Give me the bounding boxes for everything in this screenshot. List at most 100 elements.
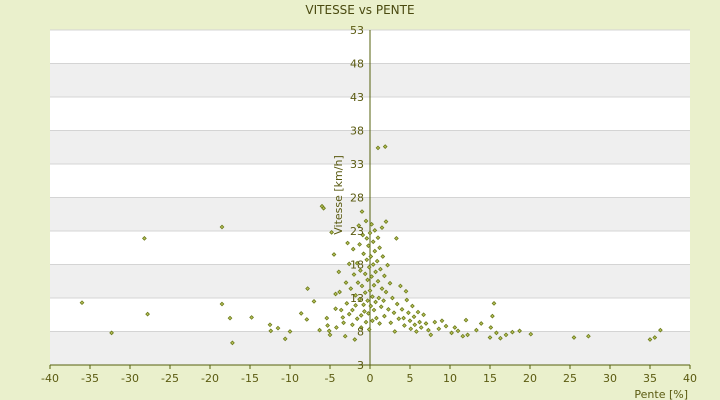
data-point — [368, 303, 374, 309]
data-point — [344, 300, 350, 306]
data-point — [357, 242, 362, 247]
data-point — [348, 286, 354, 291]
data-point — [370, 239, 376, 245]
data-point — [333, 291, 338, 297]
data-point — [426, 327, 431, 333]
data-point — [408, 326, 414, 332]
data-point — [382, 273, 387, 279]
data-point — [370, 262, 376, 267]
data-point — [443, 323, 449, 329]
data-point — [338, 307, 344, 313]
data-point — [375, 145, 381, 151]
data-point — [275, 325, 281, 331]
data-point — [382, 313, 387, 319]
data-point — [298, 311, 304, 316]
data-point — [345, 240, 350, 246]
data-point — [417, 319, 422, 325]
data-point — [325, 323, 330, 328]
data-point — [381, 298, 386, 304]
data-point — [355, 280, 361, 285]
data-point — [503, 332, 509, 338]
data-point — [490, 313, 495, 319]
y-tick-label: 8 — [357, 326, 364, 339]
data-point — [357, 296, 362, 302]
data-point — [324, 315, 330, 321]
data-point — [145, 311, 150, 317]
data-point — [463, 317, 469, 323]
tick-labels: -40 -35 -30 -25 -20 -15 -10 -5 0 5 10 15 20 25 30 35 40 3… — [41, 24, 697, 385]
data-point — [364, 257, 370, 263]
data-point — [360, 232, 366, 238]
y-tick-label: 23 — [350, 225, 364, 238]
x-tick-label: -25 — [161, 372, 179, 385]
data-point — [439, 318, 445, 324]
data-point — [333, 306, 338, 312]
data-point — [391, 310, 397, 316]
x-tick-label: 15 — [483, 372, 497, 385]
data-point — [373, 299, 378, 305]
data-point — [367, 288, 373, 293]
data-point — [586, 333, 591, 339]
data-point — [331, 252, 337, 257]
data-point — [267, 322, 273, 328]
data-point — [407, 318, 413, 324]
data-point — [383, 289, 389, 295]
data-point — [465, 332, 470, 338]
data-point — [647, 337, 653, 342]
data-point — [488, 325, 494, 330]
data-point — [337, 289, 342, 295]
x-tick-label: 35 — [643, 372, 657, 385]
data-point — [517, 328, 522, 334]
data-point — [329, 229, 334, 235]
data-point — [282, 336, 288, 342]
data-point — [388, 320, 394, 326]
data-point — [350, 307, 355, 313]
data-point — [358, 268, 363, 273]
data-point — [79, 300, 85, 306]
data-point — [340, 315, 346, 320]
data-point — [358, 313, 364, 318]
x-tick-label: -5 — [325, 372, 336, 385]
data-point — [371, 282, 377, 288]
y-tick-label: 33 — [350, 158, 364, 171]
y-tick-label: 38 — [350, 125, 364, 138]
data-point — [219, 301, 225, 307]
data-point — [410, 303, 415, 309]
data-point — [366, 327, 372, 332]
data-point — [432, 319, 438, 325]
data-point — [377, 321, 382, 326]
y-tick-label: 13 — [350, 292, 364, 305]
data-point — [498, 335, 503, 341]
data-point — [411, 314, 417, 320]
data-point — [364, 236, 370, 241]
data-point — [452, 325, 458, 330]
x-tick-label: -10 — [281, 372, 299, 385]
axes — [49, 30, 691, 369]
data-point — [365, 298, 370, 304]
data-point — [428, 332, 434, 338]
data-point — [230, 340, 235, 346]
data-point — [341, 320, 346, 326]
data-point — [362, 290, 368, 296]
x-tick-label: -20 — [201, 372, 219, 385]
data-point — [359, 283, 365, 289]
data-point — [387, 280, 393, 286]
data-point — [423, 321, 429, 326]
data-point — [398, 283, 403, 289]
x-tick-label: 20 — [523, 372, 537, 385]
data-point — [342, 333, 348, 339]
data-point — [350, 322, 355, 328]
data-point — [352, 337, 358, 342]
data-point — [356, 223, 362, 229]
data-point — [363, 319, 369, 325]
data-point — [367, 230, 373, 236]
data-point — [460, 333, 466, 339]
y-tick-label: 48 — [350, 58, 364, 71]
data-point — [369, 221, 374, 227]
data-point — [394, 236, 399, 241]
data-point — [359, 209, 365, 214]
data-point — [372, 248, 378, 254]
data-point — [369, 274, 374, 279]
